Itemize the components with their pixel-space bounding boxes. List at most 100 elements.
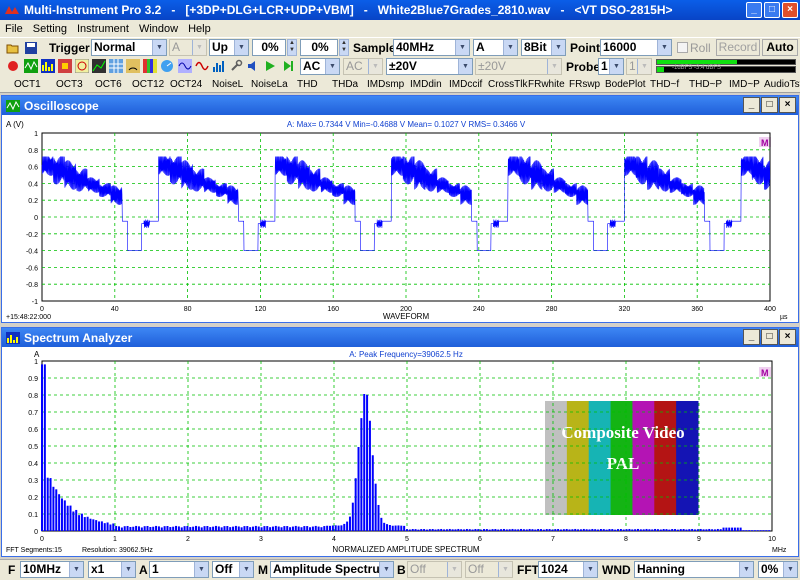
frequency-range-select[interactable]: 10MHz ▼ — [20, 561, 84, 578]
oscilloscope-icon — [6, 99, 20, 112]
analysis-button-oct12[interactable]: OCT12 — [132, 79, 165, 90]
record-dot-icon[interactable] — [6, 59, 20, 73]
points-select[interactable]: 16000 ▼ — [600, 39, 672, 56]
trigger-delay-spinner[interactable]: ▲ ▼ — [339, 39, 349, 56]
close-button[interactable]: × — [779, 329, 796, 345]
trigger-mode-select[interactable]: Normal ▼ — [91, 39, 167, 56]
window-function-select[interactable]: Hanning ▼ — [634, 561, 754, 578]
range-a-select[interactable]: ±20V ▼ — [386, 58, 473, 75]
menu-file[interactable]: File — [5, 22, 23, 35]
analysis-button-noisela[interactable]: NoiseLa — [251, 79, 288, 90]
close-button[interactable]: × — [782, 2, 798, 18]
multiplier-select[interactable]: x1 ▼ — [88, 561, 136, 578]
grid-icon[interactable] — [109, 59, 123, 73]
overlap-select[interactable]: 0% ▼ — [758, 561, 798, 578]
analysis-button-frswp[interactable]: FRswp — [569, 79, 601, 90]
sample-channel-value: A — [476, 40, 485, 54]
fft-size-select[interactable]: 1024 ▼ — [538, 561, 598, 578]
sample-rate-select[interactable]: 40MHz ▼ — [393, 39, 470, 56]
trigger-delay-input[interactable]: 0% — [300, 39, 338, 56]
marker-badge[interactable]: M — [761, 368, 769, 378]
timestamp: +15:48:22:000 — [6, 314, 51, 321]
y-tick-label: 0 — [34, 215, 38, 222]
analysis-button-imdccif[interactable]: IMDccif — [449, 79, 483, 90]
chevron-down-icon: ▼ — [498, 562, 512, 577]
menu-help[interactable]: Help — [188, 22, 211, 35]
channel-b-select[interactable]: Off ▼ — [407, 561, 462, 578]
play-step-icon[interactable] — [281, 59, 295, 73]
spectrum-mode-select[interactable]: Amplitude Spectrum ▼ — [270, 561, 394, 578]
waveform-trace — [41, 156, 771, 251]
oscilloscope-plot[interactable]: A (V) A: Max= 0.7344 V Min=-0.4688 V Mea… — [2, 115, 798, 322]
spectrum-plot[interactable]: A A: Peak Frequency=39062.5 Hz MHz NORMA… — [2, 347, 798, 556]
3d-plot-icon[interactable] — [92, 59, 106, 73]
maximize-button[interactable]: □ — [761, 329, 778, 345]
record-button[interactable]: Record — [716, 39, 760, 56]
analysis-button-frwhite[interactable]: FRwhite — [528, 79, 565, 90]
wrench-icon[interactable] — [229, 59, 243, 73]
generator-icon[interactable] — [178, 59, 192, 73]
sample-channel-select[interactable]: A ▼ — [473, 39, 518, 56]
analysis-button-thd-f[interactable]: THD~f — [650, 79, 680, 90]
x-tick-label: 7 — [551, 536, 555, 543]
channel-a-select[interactable]: 1 ▼ — [149, 561, 209, 578]
channel-a-value: 1 — [152, 562, 159, 576]
minimize-button[interactable]: _ — [743, 329, 760, 345]
analysis-button-oct24[interactable]: OCT24 — [170, 79, 203, 90]
bar-chart-icon[interactable] — [212, 59, 226, 73]
analysis-button-crosstlk[interactable]: CrossTlk — [488, 79, 528, 90]
sine-wave-icon[interactable] — [195, 59, 209, 73]
probe-a-select[interactable]: 1 ▼ — [598, 58, 624, 75]
analysis-button-thd-p[interactable]: THD~P — [689, 79, 723, 90]
gauge-icon[interactable] — [160, 59, 174, 73]
analysis-button-oct3[interactable]: OCT3 — [56, 79, 83, 90]
maximize-button[interactable]: □ — [764, 2, 780, 18]
auto-button[interactable]: Auto — [762, 39, 798, 56]
phase-plot-icon[interactable] — [75, 59, 89, 73]
coupling-b-select[interactable]: AC ▼ — [343, 58, 383, 75]
roll-checkbox[interactable] — [677, 42, 688, 53]
channel-a-off-select[interactable]: Off ▼ — [212, 561, 254, 578]
play-icon[interactable] — [263, 59, 277, 73]
oscilloscope-window: Oscilloscope _ □ × A (V) A: Max= 0.7344 … — [1, 95, 799, 323]
analysis-button-bodeplot[interactable]: BodePlot — [605, 79, 646, 90]
channel-b-off-select[interactable]: Off ▼ — [465, 561, 513, 578]
analysis-button-audiotst[interactable]: AudioTst — [764, 79, 800, 90]
save-icon[interactable] — [24, 41, 38, 55]
minimize-button[interactable]: _ — [746, 2, 762, 18]
analysis-button-thda[interactable]: THDa — [332, 79, 359, 90]
speaker-icon[interactable] — [246, 59, 260, 73]
spectrogram-icon[interactable] — [58, 59, 72, 73]
analysis-button-oct6[interactable]: OCT6 — [95, 79, 122, 90]
meter-icon[interactable] — [126, 59, 140, 73]
bit-depth-select[interactable]: 8Bit ▼ — [521, 39, 566, 56]
maximize-button[interactable]: □ — [761, 97, 778, 113]
trigger-level-spinner[interactable]: ▲ ▼ — [287, 39, 297, 56]
open-folder-icon[interactable] — [6, 41, 20, 55]
probe-b-select[interactable]: 1 ▼ — [626, 58, 652, 75]
spectrum-icon[interactable] — [41, 59, 55, 73]
analysis-button-oct1[interactable]: OCT1 — [14, 79, 41, 90]
chevron-down-icon: ▼ — [609, 59, 623, 74]
color-bars-icon[interactable] — [143, 59, 157, 73]
marker-badge[interactable]: M — [761, 138, 769, 148]
minimize-button[interactable]: _ — [743, 97, 760, 113]
oscilloscope-icon[interactable] — [24, 59, 38, 73]
chevron-down-icon: ▼ — [739, 562, 753, 577]
chevron-down-icon: ▼ — [547, 59, 561, 74]
menu-window[interactable]: Window — [138, 22, 179, 35]
close-button[interactable]: × — [779, 97, 796, 113]
menu-instrument[interactable]: Instrument — [76, 22, 129, 35]
analysis-button-thd[interactable]: THD — [297, 79, 318, 90]
analysis-button-imdsmp[interactable]: IMDsmp — [367, 79, 405, 90]
trigger-level-input[interactable]: 0% — [252, 39, 286, 56]
range-b-select[interactable]: ±20V ▼ — [475, 58, 562, 75]
menu-setting[interactable]: Setting — [32, 22, 67, 35]
window-function-value: Hanning — [637, 562, 685, 576]
analysis-button-imd-p[interactable]: IMD~P — [729, 79, 760, 90]
trigger-edge-select[interactable]: Up ▼ — [209, 39, 249, 56]
trigger-channel-select[interactable]: A ▼ — [169, 39, 207, 56]
analysis-button-noisel[interactable]: NoiseL — [212, 79, 244, 90]
analysis-button-imddin[interactable]: IMDdin — [410, 79, 442, 90]
coupling-a-select[interactable]: AC ▼ — [300, 58, 340, 75]
